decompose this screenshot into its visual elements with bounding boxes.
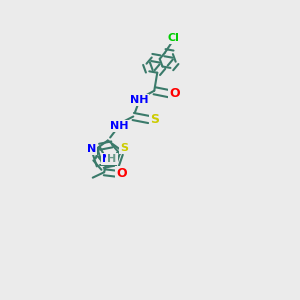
Text: N: N [87,143,96,154]
Text: NH: NH [130,95,148,105]
Text: S: S [150,113,159,126]
Text: S: S [120,142,128,153]
Text: Cl: Cl [168,33,180,43]
Text: H: H [107,154,117,164]
Text: NH: NH [110,121,128,131]
Text: O: O [169,87,180,100]
Text: N: N [102,154,111,164]
Text: O: O [116,167,127,180]
